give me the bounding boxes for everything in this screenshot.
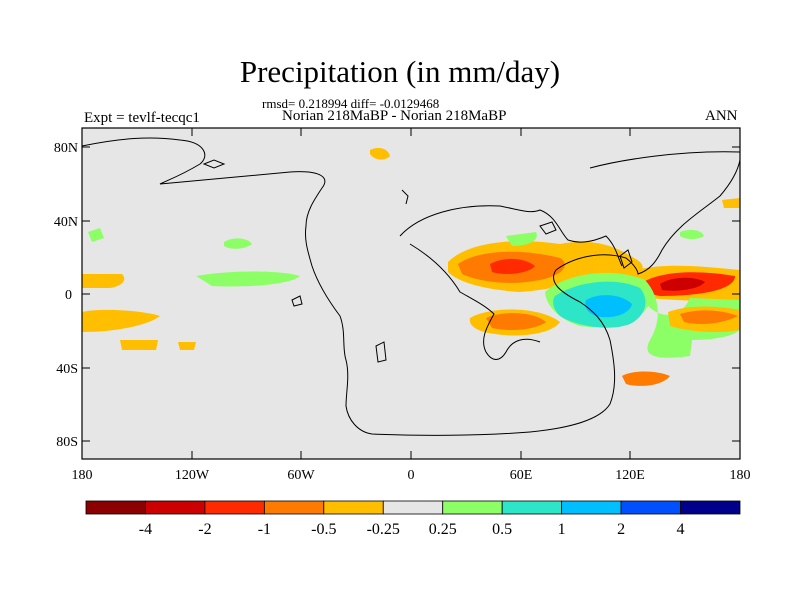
lon-label-120e: 120E: [615, 468, 645, 483]
lon-label-0: 0: [408, 468, 415, 483]
inner-sea-coast: [409, 243, 541, 360]
lat-label-80n: 80N: [54, 141, 78, 156]
anomaly-fills: [82, 148, 740, 386]
dry-region-se-core: [680, 310, 738, 324]
island-3: [375, 341, 387, 363]
colorbar-label: 4: [677, 521, 685, 538]
stats-line: rmsd= 0.218994 diff= -0.0129468: [262, 96, 440, 111]
colorbar-swatch: [204, 500, 265, 515]
island-4: [619, 249, 633, 269]
island-6: [291, 295, 303, 307]
lat-label-40n: 40N: [54, 215, 78, 230]
colorbar-label: -4: [139, 521, 152, 538]
island-2: [539, 221, 557, 235]
lat-label-80s: 80S: [56, 435, 78, 450]
dry-region-west-pacific-2: [82, 309, 160, 332]
colorbar-swatch: [620, 500, 681, 515]
colorbar-label: 2: [617, 521, 625, 538]
colorbar: -4 -2 -1 -0.5 -0.25 0.25 0.5 1 2 4: [85, 500, 741, 538]
lat-label-40s: 40S: [56, 362, 78, 377]
lat-labels: 80N 40N 0 40S 80S: [54, 141, 78, 450]
colorbar-swatch: [501, 500, 563, 515]
tick-marks: [81, 128, 741, 459]
lon-labels: 180 120W 60W 0 60E 120E 180: [72, 468, 751, 483]
colorbar-label: 0.5: [492, 521, 512, 538]
experiment-label: Expt = tevlf-tecqc1: [84, 110, 200, 126]
colorbar-label: 1: [558, 521, 566, 538]
colorbar-swatch: [145, 500, 206, 515]
dry-region-west-pacific-3: [120, 340, 158, 350]
colorbar-swatch: [680, 500, 741, 515]
pangaea-coastline: [81, 137, 741, 436]
dry-region-eastern-inner: [660, 277, 705, 291]
dry-region-tethys-inner: [490, 258, 535, 274]
island-1: [202, 159, 226, 169]
wet-region-small-4: [506, 232, 537, 246]
colorbar-swatch: [561, 500, 622, 515]
colorbar-swatch: [382, 500, 444, 515]
colorbar-label: 0.25: [429, 521, 457, 538]
lat-label-0: 0: [65, 288, 72, 303]
colorbar-swatch: [263, 500, 325, 515]
lon-label-60e: 60E: [510, 468, 533, 483]
subtitle: Norian 218MaBP - Norian 218MaBP: [282, 108, 507, 124]
season-label: ANN: [705, 108, 738, 124]
lon-label-60w: 60W: [287, 468, 315, 483]
wet-region-tethys-inner: [585, 295, 632, 318]
map-panel: 80N 40N 0 40S 80S 180 120W 60W 0 60E 120…: [54, 127, 751, 483]
coastline: [81, 137, 741, 436]
wet-region-pacific: [196, 271, 300, 287]
dry-region-south-2: [622, 371, 670, 386]
dry-region-west-pacific-4: [178, 342, 196, 350]
lon-label-180w: 180: [72, 468, 93, 483]
dry-region-south-core: [486, 313, 546, 330]
wet-region-small-1: [88, 228, 104, 242]
wet-region-small-3: [680, 229, 704, 239]
island-5: [401, 189, 409, 205]
lon-label-120w: 120W: [175, 468, 210, 483]
dry-region-north-2: [722, 198, 740, 208]
map-title: Precipitation (in mm/day): [239, 54, 561, 89]
wet-region-small-2: [224, 238, 252, 249]
colorbar-label: -0.5: [311, 521, 336, 538]
northern-coast: [589, 151, 741, 169]
lon-label-180e: 180: [730, 468, 751, 483]
colorbar-swatch: [442, 500, 503, 515]
colorbar-swatch: [323, 500, 384, 515]
caribbean-coast: [399, 205, 623, 267]
colorbar-swatch: [85, 500, 146, 515]
dry-region-north-1: [370, 148, 390, 160]
dry-region-west-pacific: [82, 274, 125, 288]
colorbar-label: -1: [258, 521, 271, 538]
colorbar-label: -2: [198, 521, 211, 538]
colorbar-label: -0.25: [367, 521, 400, 538]
